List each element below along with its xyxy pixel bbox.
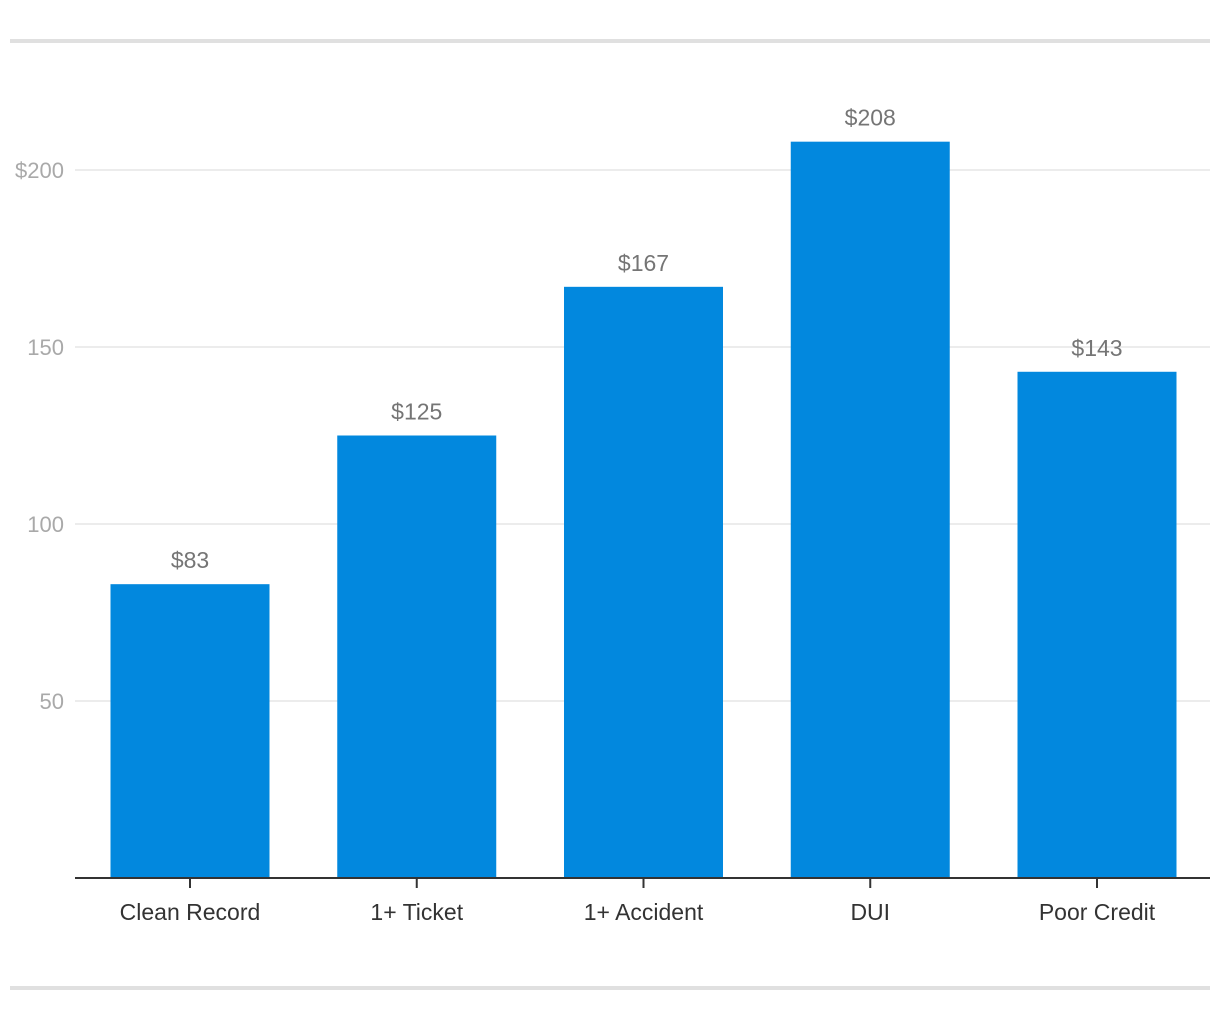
top-frame-rule: [10, 39, 1210, 43]
bars: [110, 141, 1177, 878]
y-axis-ticks: 50 100 150 $200: [15, 158, 64, 714]
y-tick-label: $200: [15, 158, 64, 183]
bar-value-label: $143: [1071, 335, 1122, 361]
bar-value-label: $83: [171, 547, 209, 573]
x-category-label: DUI: [850, 899, 890, 925]
x-axis-ticks: Clean Record 1+ Ticket 1+ Accident DUI Poor …: [120, 878, 1156, 925]
bar-value-label: $167: [618, 250, 669, 276]
bar: [564, 286, 723, 878]
x-category-label: 1+ Accident: [584, 899, 704, 925]
y-tick-label: 50: [40, 689, 64, 714]
bar: [110, 584, 270, 878]
y-tick-label: 150: [27, 335, 64, 360]
bar: [337, 435, 497, 878]
bar-value-label: $125: [391, 399, 442, 425]
x-category-label: 1+ Ticket: [370, 899, 463, 925]
value-labels: $83 $125 $167 $208 $143: [171, 105, 1123, 573]
bar: [790, 141, 950, 878]
x-category-label: Clean Record: [120, 899, 261, 925]
y-tick-label: 100: [27, 512, 64, 537]
x-category-label: Poor Credit: [1039, 899, 1156, 925]
bar-value-label: $208: [845, 105, 896, 131]
bar: [1017, 371, 1177, 878]
bottom-frame-rule: [10, 986, 1210, 990]
